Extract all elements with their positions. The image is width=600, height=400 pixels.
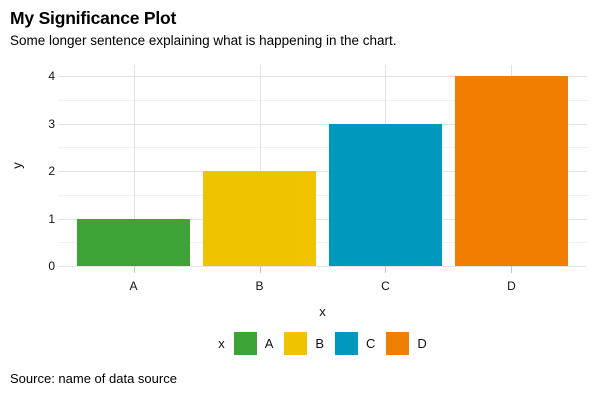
gridline-vertical xyxy=(260,65,261,266)
bar-A xyxy=(76,218,191,266)
legend-item-A: A xyxy=(233,332,274,355)
gridline-major xyxy=(58,76,587,77)
legend-title: x xyxy=(218,336,225,351)
gridline-minor xyxy=(58,147,587,149)
source-note: Source: name of data source xyxy=(10,371,177,386)
legend-label: C xyxy=(366,336,376,351)
legend-item-C: C xyxy=(335,332,375,355)
x-axis-tick xyxy=(260,266,261,273)
gridline-major xyxy=(58,266,587,267)
plot-panel xyxy=(58,65,587,267)
gridline-vertical xyxy=(134,65,135,266)
bar-C xyxy=(328,123,443,266)
x-axis-tick xyxy=(385,266,386,273)
x-tick-label: C xyxy=(381,279,390,293)
gridline-minor xyxy=(58,194,587,196)
y-tick-label: 3 xyxy=(48,116,55,131)
y-tick-label: 0 xyxy=(48,259,55,273)
legend-label: A xyxy=(264,336,274,351)
bar-B xyxy=(202,171,317,266)
gridline-major xyxy=(58,171,587,172)
chart-title: My Significance Plot xyxy=(10,8,177,28)
legend-label: D xyxy=(417,336,427,351)
gridline-minor xyxy=(58,99,587,101)
legend-swatch-A xyxy=(233,332,257,355)
legend-item-B: B xyxy=(284,332,324,355)
gridline-major xyxy=(58,218,587,220)
y-tick-label: 4 xyxy=(48,69,55,83)
x-tick-label: A xyxy=(129,279,138,293)
y-tick-label: 1 xyxy=(48,211,55,226)
legend-swatch-D xyxy=(386,332,410,355)
legend-swatch-B xyxy=(284,332,308,355)
chart-subtitle: Some longer sentence explaining what is … xyxy=(10,33,397,48)
gridline-minor xyxy=(58,242,587,244)
y-tick-label: 2 xyxy=(48,164,55,178)
x-axis-tick xyxy=(134,266,135,273)
x-tick-label: D xyxy=(507,279,516,293)
bar-D xyxy=(454,76,569,266)
x-axis-title: x xyxy=(319,304,326,319)
legend-item-D: D xyxy=(386,332,427,355)
gridline-major xyxy=(58,123,587,125)
x-tick-label: B xyxy=(255,279,264,293)
legend-label: B xyxy=(315,336,325,351)
legend-swatch-C xyxy=(335,332,359,355)
x-axis-tick xyxy=(511,266,512,273)
